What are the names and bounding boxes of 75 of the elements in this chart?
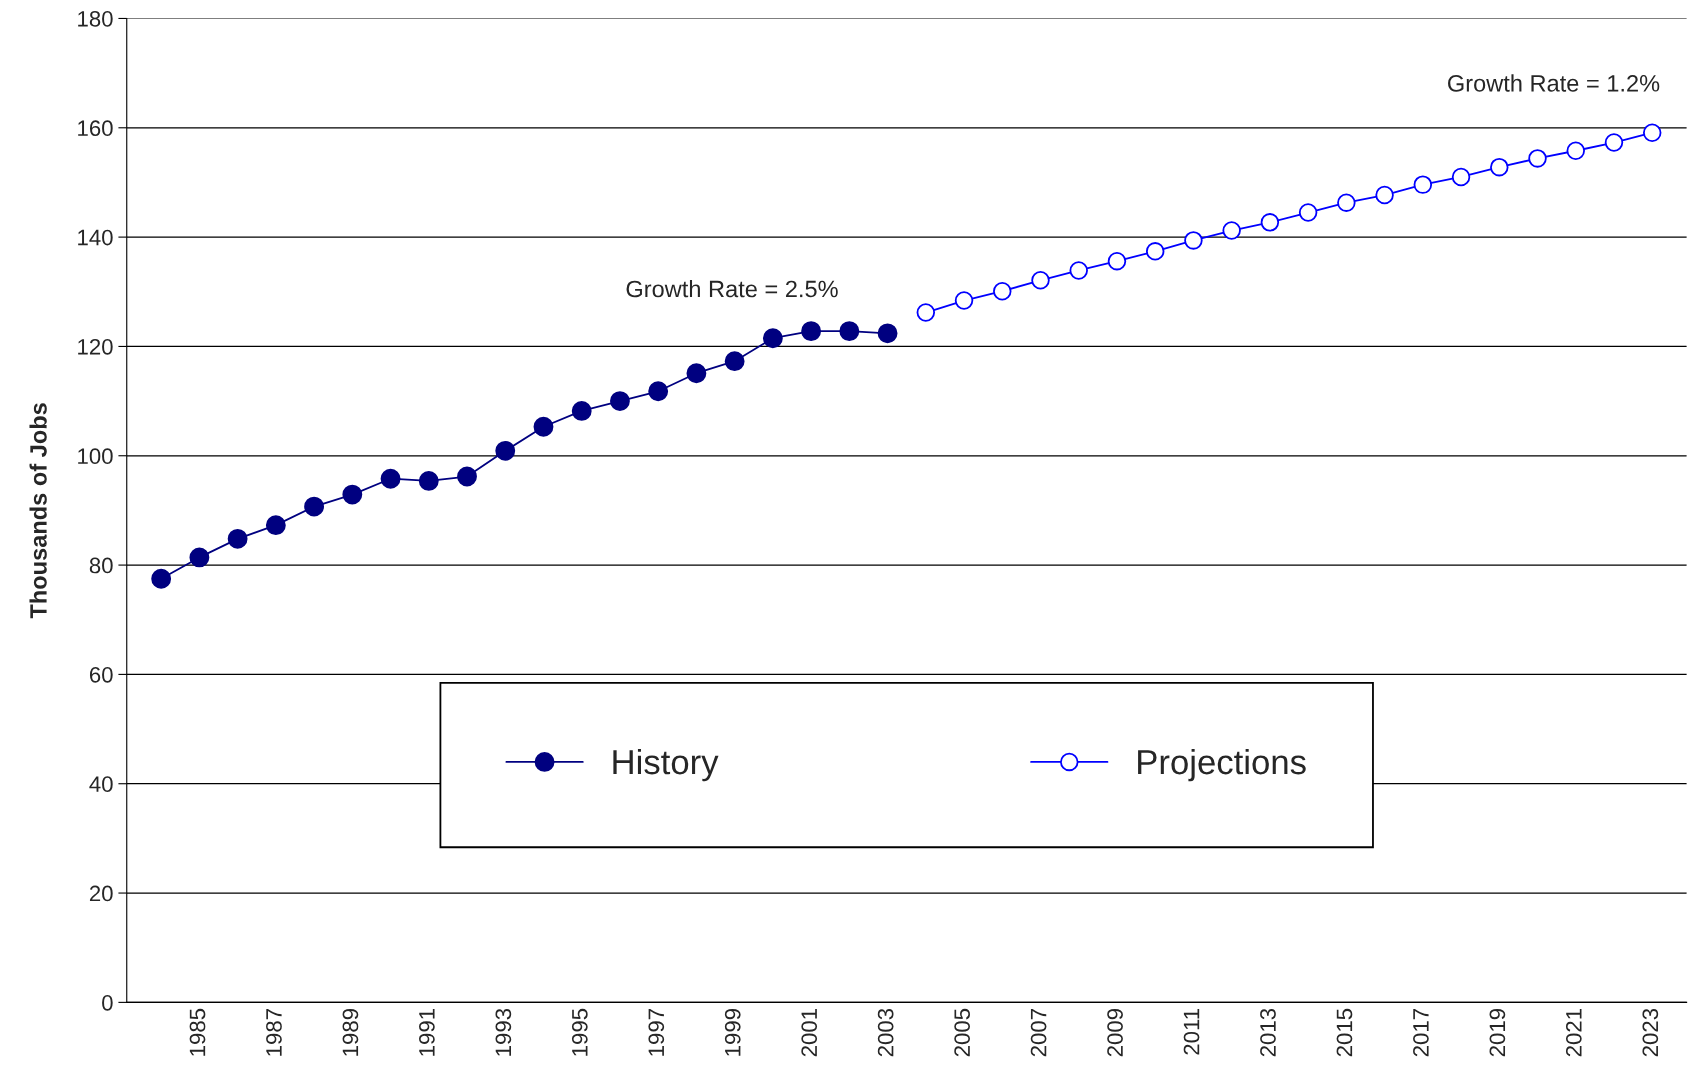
y-tick-label: 140 [78,229,113,246]
point [610,391,630,412]
x-tick-label: 1999 [724,1008,741,1056]
x-tick-label: 2017 [1413,1009,1429,1057]
x-tick-label: 2005 [954,1008,970,1057]
y-tick-label: 60 [89,666,113,683]
point [954,291,974,310]
point [151,568,172,589]
point [533,416,554,437]
x-tick-label: 2015 [1336,1008,1353,1057]
point [1298,203,1318,222]
point [993,281,1012,301]
point [1566,141,1585,160]
point [1413,175,1433,194]
point [801,321,822,342]
x-tick-label: 1985 [189,1008,206,1056]
point [1222,221,1241,240]
point [571,401,592,421]
point [304,496,325,517]
point [916,303,936,322]
point [1604,133,1624,152]
y-tick-label: 20 [89,885,113,902]
x-tick-label: 2001 [801,1009,818,1057]
point [1490,157,1509,177]
point [1107,251,1127,271]
y-tick-label: 160 [78,120,113,137]
point [1528,149,1547,168]
x-tick-label: 2007 [1030,1009,1047,1057]
legend-label: History [613,748,719,782]
point [227,528,248,549]
point [877,323,898,344]
annotation: Growth Rate = 1.2% [1448,74,1660,92]
point [686,363,707,384]
point [1260,213,1280,232]
point [342,484,363,505]
y-tick-label: 40 [89,776,113,792]
point [839,321,860,342]
x-tick-label: 1991 [419,1009,435,1056]
y-tick-label: 0 [102,994,113,1011]
legend-label: Projections [1138,748,1306,782]
point [1184,231,1203,250]
y-tick-label: 80 [89,557,113,574]
point [762,328,783,349]
x-tick-label: 2013 [1260,1008,1276,1057]
x-tick-label: 1987 [266,1009,282,1056]
y-tick-label: 180 [78,11,113,27]
point [380,468,401,489]
point [1031,271,1050,290]
x-tick-label: 1993 [495,1008,512,1056]
y-tick-label: 120 [78,338,113,355]
point [189,547,210,568]
point [1375,185,1394,205]
x-tick-label: 1995 [571,1008,588,1056]
x-tick-label: 2023 [1642,1008,1659,1057]
point [648,381,669,402]
y-axis-title: Thousands of Jobs [29,403,47,619]
point [1145,242,1165,261]
point [1337,193,1356,212]
point [1069,261,1088,280]
point [457,466,477,487]
point [495,440,516,461]
annotation: Growth Rate = 2.5% [626,280,838,298]
point [418,470,439,491]
point [1642,123,1662,142]
x-tick-label: 2003 [877,1008,894,1057]
y-tick-label: 100 [78,448,113,465]
x-tick-label: 2009 [1107,1008,1123,1057]
x-tick-label: 2011 [1183,1009,1200,1055]
point [1451,167,1471,187]
x-tick-label: 1997 [648,1009,665,1056]
x-tick-label: 1989 [342,1008,359,1056]
x-tick-label: 2019 [1489,1008,1506,1057]
point [724,351,745,372]
x-tick-label: 2021 [1565,1009,1582,1057]
point [265,515,286,536]
